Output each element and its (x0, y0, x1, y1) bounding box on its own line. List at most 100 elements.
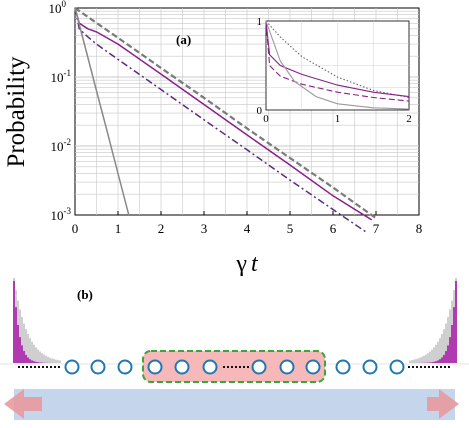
hist-bar-gray (417, 358, 419, 363)
hist-bar-gray (441, 334, 443, 363)
right-arrow-icon (427, 389, 459, 419)
hist-bar-purple (27, 357, 29, 363)
hist-bar-purple (23, 351, 25, 363)
hist-bar-gray (423, 355, 425, 363)
hist-bar-gray (41, 353, 43, 363)
hist-bar-gray (19, 309, 21, 363)
series-line-4 (74, 7, 130, 216)
hist-bar-gray (415, 359, 417, 363)
x-tick-label: 6 (330, 221, 337, 236)
hist-bar-purple (441, 357, 443, 363)
hist-bar-purple (439, 359, 441, 363)
panel-label-b: (b) (77, 287, 93, 302)
inset-y-tick-label: 0 (257, 105, 263, 117)
x-tick-labels: 0 1 2 3 4 5 6 7 8 (72, 211, 423, 236)
hist-bar-purple (437, 360, 439, 363)
inset-x-tick-label: 2 (406, 113, 412, 125)
lattice-sites (64, 359, 405, 375)
x-tick-label: 8 (416, 221, 423, 236)
hist-bar-gray (37, 349, 39, 363)
hist-bar-gray (21, 317, 23, 363)
hist-bar-purple (19, 337, 21, 363)
x-tick-label: 0 (72, 221, 79, 236)
main-grid (75, 8, 419, 215)
hist-bar-gray (411, 360, 413, 363)
hist-bar-purple (433, 361, 435, 363)
hist-bar-gray (429, 351, 431, 363)
hist-bar-purple (25, 354, 27, 363)
hist-bar-gray (45, 355, 47, 363)
hist-bar-gray (53, 359, 55, 363)
y-tick-label: 10-1 (51, 68, 72, 85)
hist-bar-purple (455, 281, 457, 363)
hist-bar-gray (59, 360, 61, 363)
inset-series-line-1 (265, 20, 410, 99)
inset-series-line-2 (265, 20, 410, 98)
hist-bar-gray (51, 358, 53, 363)
inset-series-line-3 (265, 20, 410, 102)
hist-bar-purple (451, 325, 453, 363)
hist-bar-gray (447, 317, 449, 363)
inset-x-tick-label: 0 (263, 113, 269, 125)
lattice-site (64, 359, 80, 375)
lattice-site (202, 359, 218, 375)
lattice-site (279, 359, 295, 375)
hist-bar-purple (13, 281, 15, 363)
x-tick-label: 3 (201, 221, 208, 236)
left-arrow-icon (4, 389, 42, 419)
hist-bar-purple (39, 362, 41, 363)
inset-y-tick-label: 1 (257, 16, 263, 28)
hist-bar-gray (409, 360, 411, 363)
lattice-site (251, 359, 267, 375)
hist-bar-purple (447, 345, 449, 363)
hist-bar-gray (435, 344, 437, 363)
main-series (74, 7, 377, 234)
x-tick-label: 7 (373, 221, 380, 236)
inset-series-line-4 (265, 20, 410, 110)
inset-series (265, 20, 410, 110)
hist-bar-purple (33, 361, 35, 363)
lower-band (14, 389, 455, 420)
inset-grid (266, 21, 409, 110)
lattice-site (147, 359, 163, 375)
hist-bar-gray (55, 359, 57, 363)
hist-bar-gray (427, 353, 429, 363)
panel-label-a: (a) (176, 32, 191, 47)
hist-bar-gray (31, 341, 33, 363)
hist-bar-purple (17, 325, 19, 363)
hist-bar-purple (37, 362, 39, 363)
hist-bar-gray (421, 356, 423, 363)
hist-bar-gray (443, 329, 445, 363)
hist-bar-gray (437, 341, 439, 363)
inset-tick-labels: 0 1 2 0 1 (257, 16, 412, 125)
hist-bar-gray (35, 347, 37, 363)
x-tick-label: 5 (287, 221, 294, 236)
hist-bar-purple (21, 345, 23, 363)
hist-bar-purple (31, 360, 33, 363)
right-histogram (409, 278, 457, 363)
hist-bar-gray (431, 349, 433, 363)
hist-bar-purple (449, 337, 451, 363)
lattice-site (305, 359, 321, 375)
hist-bar-gray (25, 329, 27, 363)
hist-bar-purple (15, 307, 17, 363)
hist-bar-purple (443, 354, 445, 363)
lattice-site (389, 359, 405, 375)
lattice-site (362, 359, 378, 375)
x-axis-var: t (251, 251, 259, 277)
hist-bar-gray (419, 357, 421, 363)
hist-bar-gray (449, 309, 451, 363)
y-tick-labels: 100 10-1 10-2 10-3 (49, 0, 72, 223)
hist-bar-gray (33, 344, 35, 363)
lattice-site (90, 359, 106, 375)
x-tick-label: 4 (244, 221, 251, 236)
y-axis-label: Probability (3, 56, 30, 168)
hist-bar-purple (435, 361, 437, 363)
y-tick-label: 10-2 (51, 137, 72, 154)
hist-bar-purple (29, 359, 31, 363)
hist-bar-gray (439, 338, 441, 363)
hist-bar-gray (445, 323, 447, 363)
hist-bar-gray (425, 354, 427, 363)
